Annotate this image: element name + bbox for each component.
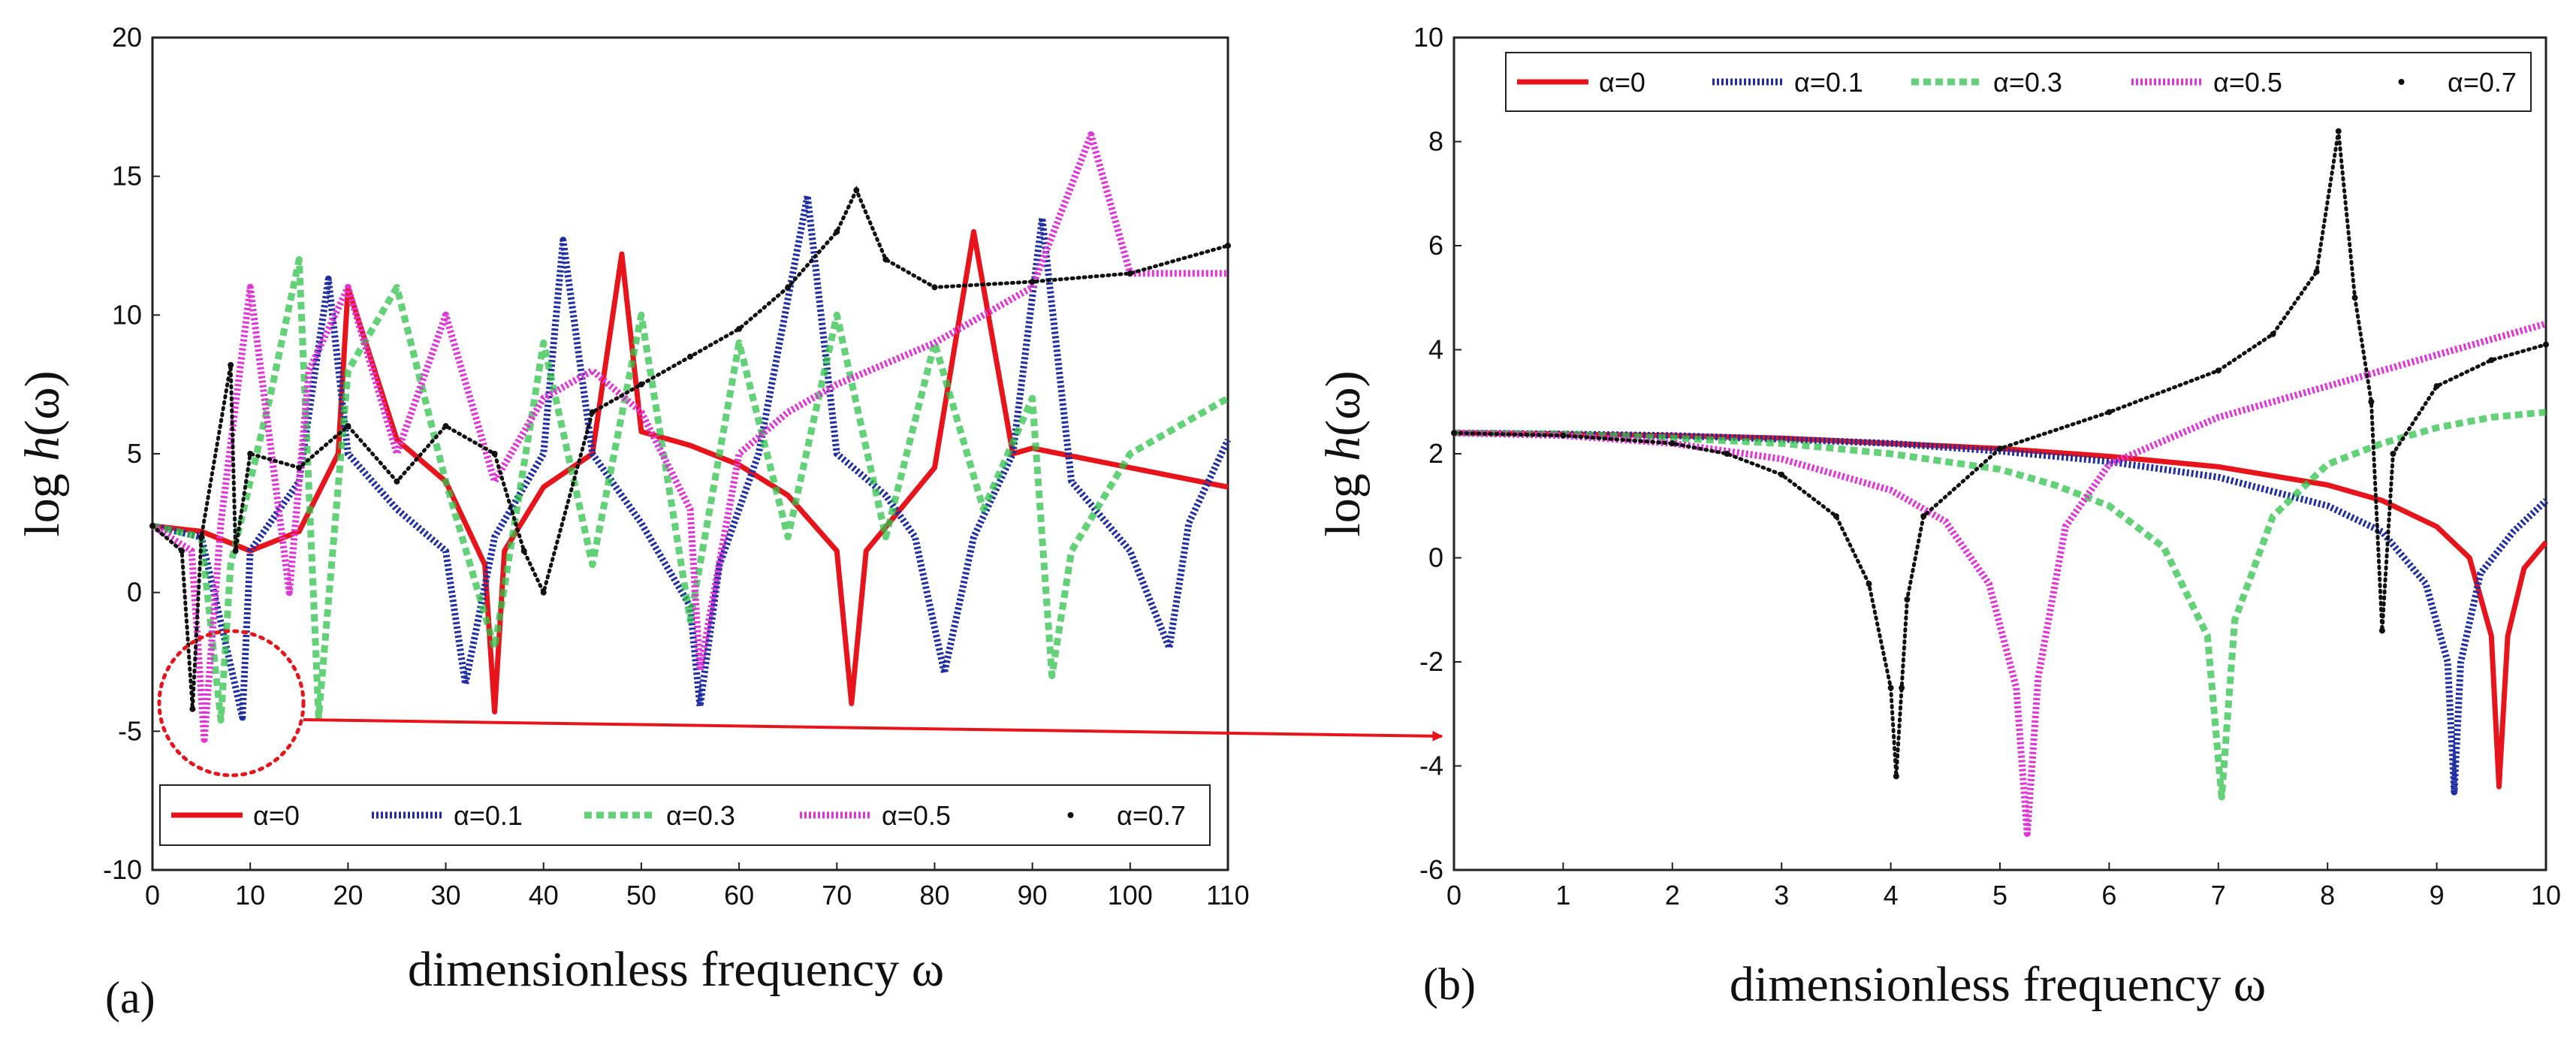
- panel-b-y-axis-label: log h(ω): [1316, 370, 1371, 536]
- panel-a-y-tick-label: 0: [127, 577, 142, 608]
- panel-a-series: [149, 131, 1232, 743]
- panel-a-y-tick-label: -5: [118, 715, 142, 746]
- panel-b-y-tick-label: -2: [1419, 646, 1443, 677]
- panel-b-x-tick-label: 2: [1665, 880, 1680, 911]
- panel-a-legend-label-alpha-05: α=0.5: [882, 800, 951, 831]
- panel-b-y-tick-label: 6: [1428, 230, 1443, 261]
- panel-a-x-tick-label: 60: [724, 880, 754, 911]
- zoom-region-circle: [157, 629, 306, 778]
- panel-a-legend-label-alpha-0: α=0: [253, 800, 300, 831]
- panel-a-x-axis-label: dimensionless frequency ω: [408, 942, 944, 997]
- panel-b-y-label-suffix: (ω): [1316, 370, 1371, 436]
- panel-a-y-tick-label: -10: [103, 854, 142, 885]
- panel-b-y-tick-label: 10: [1413, 22, 1443, 53]
- panel-a-x-tick-label: 40: [529, 880, 559, 911]
- panel-b-series-alpha-03-line: [1453, 409, 2547, 801]
- panel-a-y-tick-label: 5: [127, 438, 142, 469]
- panel-a-legend-label-alpha-07: α=0.7: [1117, 800, 1186, 831]
- panel-b-legend-label-alpha-05: α=0.5: [2213, 67, 2282, 98]
- panel-b-x-tick-label: 9: [2430, 880, 2445, 911]
- panel-a-x-tick-label: 90: [1018, 880, 1048, 911]
- panel-b-x-tick-label: 4: [1884, 880, 1899, 911]
- panel-a-legend-items: α=0 α=0.1 α=0.3 α=0.5 α=0.7: [171, 800, 1186, 831]
- panel-b-y-label-var: h: [1316, 436, 1371, 461]
- panel-b-x-tick-label: 5: [1992, 880, 2007, 911]
- panel-a-y-axis-label: log h(ω): [15, 370, 70, 536]
- panel-a-y-tick-label: 15: [112, 161, 142, 192]
- panel-a-x-tick-label: 100: [1108, 880, 1153, 911]
- panel-a-y-tick-label: 10: [112, 299, 142, 330]
- panel-a-y-label-suffix: (ω): [15, 370, 70, 436]
- panel-a-y-label-prefix: log: [15, 461, 70, 537]
- panel-b-series: [1451, 128, 2549, 837]
- panel-b-y-tick-label: 4: [1428, 334, 1443, 365]
- panel-a-x-tick-label: 30: [431, 880, 461, 911]
- panel-b-y-label-prefix: log: [1316, 461, 1371, 537]
- panel-a-label: (a): [105, 973, 155, 1022]
- panel-a-x-tick-label: 70: [822, 880, 852, 911]
- panel-b-legend: α=0 α=0.1 α=0.3 α=0.5 α=0.7: [1505, 52, 2532, 112]
- panel-a-tick-labels: 0 10 20 30 40 50 60 70 80 90 100 110 -10 -5 0 5 10 15 20: [103, 22, 1250, 911]
- panel-b-legend-label-alpha-01: α=0.1: [1794, 67, 1863, 98]
- panel-b-y-tick-label: -4: [1419, 751, 1443, 781]
- panel-b-tick-labels: 0 1 2 3 4 5 6 7 8 9 10 -6 -4 -2 0 2 4 6 8 10: [1413, 22, 2561, 911]
- panel-a-legend-swatch-alpha-07: [1067, 812, 1074, 818]
- panel-b-x-tick-label: 0: [1446, 880, 1461, 911]
- panel-b-y-tick-label: 0: [1428, 542, 1443, 573]
- panel-b: 0 1 2 3 4 5 6 7 8 9 10 -6 -4 -2 0 2 4 6 8 10 log h(ω) dimen…: [1316, 22, 2561, 1012]
- panel-b-x-tick-label: 8: [2320, 880, 2335, 911]
- panel-b-x-tick-label: 10: [2531, 880, 2561, 911]
- panel-a-series-alpha-01-line: [152, 192, 1232, 721]
- panel-a-legend-label-alpha-01: α=0.1: [454, 800, 523, 831]
- panel-a-x-tick-label: 20: [333, 880, 363, 911]
- panel-b-x-tick-label: 7: [2211, 880, 2226, 911]
- panel-a-x-tick-label: 50: [626, 880, 656, 911]
- panel-b-legend-label-alpha-07: α=0.7: [2448, 67, 2517, 98]
- panel-a-series-alpha-03-line: [152, 256, 1230, 724]
- panel-b-x-tick-label: 1: [1555, 880, 1570, 911]
- panel-b-series-alpha-05-line: [1453, 320, 2547, 837]
- zoom-arrow: [303, 718, 1443, 741]
- panel-b-x-axis-label: dimensionless frequency ω: [1730, 957, 2266, 1012]
- panel-b-y-tick-label: 8: [1428, 126, 1443, 157]
- panel-a-x-tick-label: 10: [235, 880, 265, 911]
- panel-a-series-alpha-05-line: [150, 131, 1228, 743]
- panel-b-legend-box: [1505, 52, 2532, 112]
- panel-b-y-tick-label: -6: [1419, 854, 1443, 885]
- panel-a-legend-box: [159, 784, 1211, 846]
- panel-a-x-tick-label: 110: [1206, 880, 1249, 911]
- panel-a-legend-label-alpha-03: α=0.3: [666, 800, 735, 831]
- panel-b-legend-swatch-alpha-07: [2398, 79, 2405, 85]
- panel-b-series-alpha-07-line: [1452, 131, 2548, 777]
- panel-b-label: (b): [1423, 959, 1476, 1009]
- panel-a-y-label-var: h: [15, 436, 70, 461]
- panel-b-series-alpha-01-line: [1453, 429, 2549, 796]
- panel-b-legend-items: α=0 α=0.1 α=0.3 α=0.5 α=0.7: [1517, 67, 2517, 98]
- panel-b-x-tick-label: 6: [2101, 880, 2116, 911]
- panel-a: 0 10 20 30 40 50 60 70 80 90 100 110 -10 -5 0 5 10 15 20 l…: [15, 22, 1250, 1022]
- panel-b-series-alpha-0-line: [1453, 430, 2548, 790]
- panel-a-y-tick-label: 20: [112, 22, 142, 53]
- panel-b-y-tick-label: 2: [1428, 438, 1443, 469]
- panel-a-x-tick-label: 0: [145, 880, 160, 911]
- panel-a-x-tick-label: 80: [919, 880, 949, 911]
- panel-a-legend: α=0 α=0.1 α=0.3 α=0.5 α=0.7: [159, 784, 1211, 846]
- panel-b-legend-label-alpha-03: α=0.3: [1993, 67, 2062, 98]
- panel-b-x-tick-label: 3: [1774, 880, 1789, 911]
- panel-b-legend-label-alpha-0: α=0: [1599, 67, 1645, 98]
